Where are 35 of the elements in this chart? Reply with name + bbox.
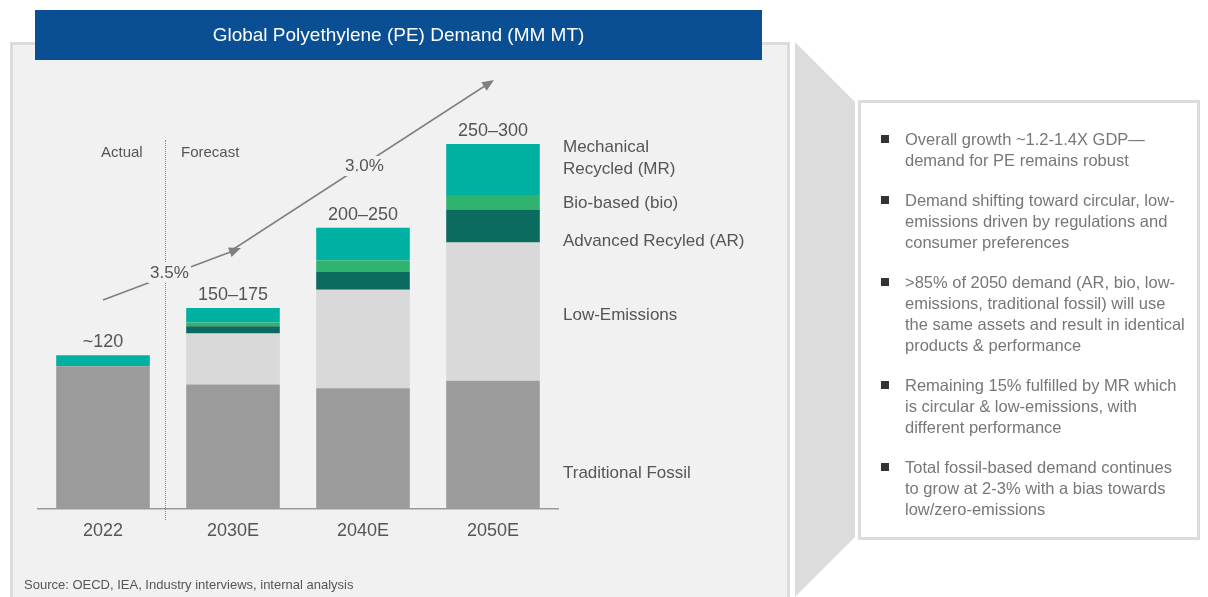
bar <box>446 144 540 196</box>
annotation: 3.5% <box>148 263 191 283</box>
bar <box>446 209 540 243</box>
text: Overall growth ~1.2-1.4X GDP— demand for PE remains robust <box>877 129 1187 171</box>
x-tick-label: 2040E <box>336 520 390 541</box>
annotation: ~120 <box>82 331 124 352</box>
text: >85% of 2050 demand (AR, bio, low-emissions, traditional fossil) will use the same assets and result in identical products & performance <box>877 272 1187 356</box>
annotation: Forecast <box>181 143 240 160</box>
series-label: Traditional Fossil <box>563 463 691 482</box>
text: Total fossil-based demand continues to grow at 2-3% with a bias towards low/zero-emissions <box>877 457 1187 520</box>
bar <box>56 355 150 367</box>
bar <box>316 260 410 272</box>
bar <box>186 326 280 334</box>
bar <box>316 227 410 261</box>
annotation: 250–300 <box>457 120 529 140</box>
x-tick-label: 2022 <box>82 520 124 541</box>
annotation: 150–175 <box>197 283 269 304</box>
annotation: 3.0% <box>343 156 386 176</box>
source-note: Source: OECD, IEA, Industry interviews, internal analysis <box>24 577 354 592</box>
annotation: Actual <box>101 143 143 160</box>
bar <box>446 195 540 210</box>
series-label: Low-Emissions <box>563 305 678 324</box>
series-label: Mechanical Recycled (MR) <box>563 137 676 178</box>
series-label: Bio-based (bio) <box>563 193 679 212</box>
text: Demand shifting toward circular, low-emissions driven by regulations and consumer preferences <box>877 190 1187 253</box>
chart-title: Global Polyethylene (PE) Demand (MM MT) <box>35 10 762 60</box>
bar <box>316 289 410 389</box>
bar <box>316 271 410 290</box>
series-label: Advanced Recyled (AR) <box>563 231 745 250</box>
x-tick-label: 2030E <box>206 520 260 541</box>
x-tick-label: 2050E <box>466 520 520 541</box>
annotation: 200–250 <box>327 203 399 224</box>
bar <box>186 333 280 385</box>
bar <box>186 307 280 323</box>
text: Remaining 15% fulfilled by MR which is circular & low-emissions, with different performance <box>877 375 1187 438</box>
